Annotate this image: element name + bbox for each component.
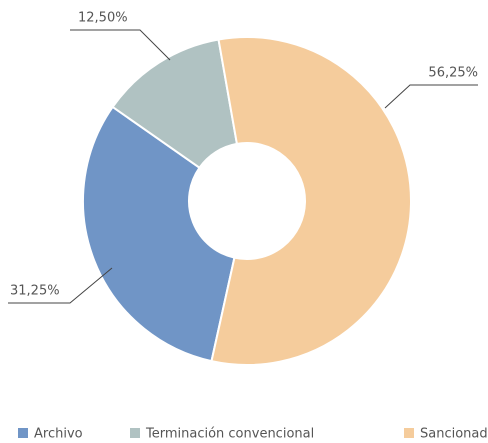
- leader-line: [384, 84, 478, 109]
- legend-swatch: [404, 428, 414, 438]
- legend-label: Archivo: [34, 427, 83, 442]
- leader-line: [8, 267, 113, 304]
- data-label: 31,25%: [10, 284, 60, 299]
- data-label: 56,25%: [428, 66, 478, 81]
- leader-line: [70, 29, 171, 61]
- donut-slice: [111, 38, 239, 170]
- donut-slice: [82, 105, 236, 363]
- legend-swatch: [18, 428, 28, 438]
- legend-swatch: [130, 428, 140, 438]
- legend-label: Terminación convencional: [145, 427, 314, 442]
- legend-label: Sancionador: [420, 427, 488, 442]
- data-label: 12,50%: [78, 11, 128, 26]
- donut-slice: [210, 36, 412, 366]
